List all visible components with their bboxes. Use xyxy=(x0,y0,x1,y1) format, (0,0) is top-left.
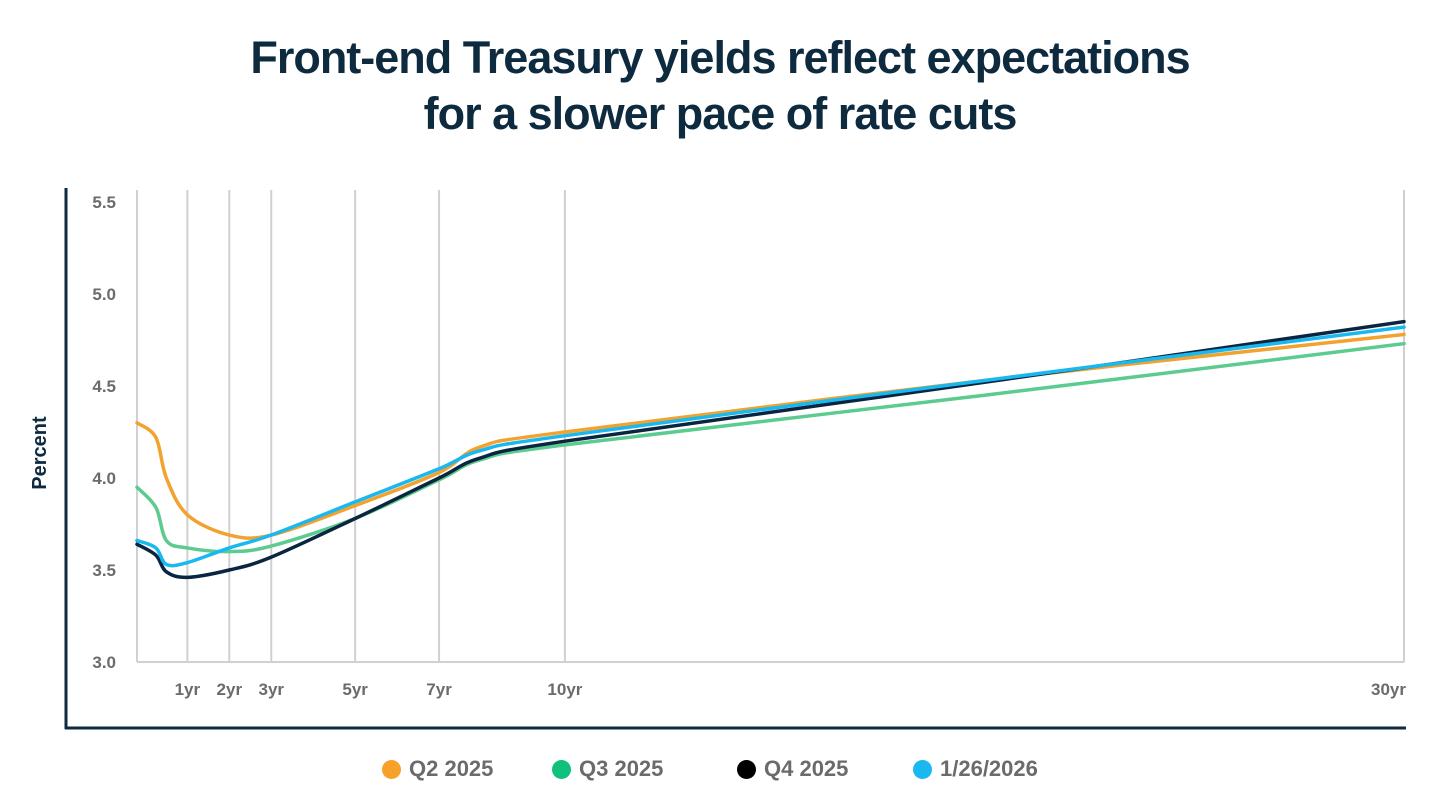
x-tick-label: 5yr xyxy=(342,680,368,699)
legend-label: Q3 2025 xyxy=(579,756,664,781)
series-line-q2-2025 xyxy=(135,332,1406,540)
chart-title-line-2: for a slower pace of rate cuts xyxy=(423,88,1018,139)
x-tick-label: 7yr xyxy=(426,680,452,699)
legend-swatch xyxy=(552,759,571,779)
y-tick-label: 5.5 xyxy=(92,193,116,212)
series-line-q4-2025 xyxy=(135,319,1406,580)
x-tick-label: 2yr xyxy=(217,680,243,699)
y-tick-label: 3.5 xyxy=(92,561,116,580)
x-tick-label: 1yr xyxy=(175,680,201,699)
x-tick-label: 30yr xyxy=(1371,680,1406,699)
legend: Q2 2025 Q3 2025 Q4 2025 1/26/2026 xyxy=(0,756,1440,786)
chart-title-line-1: Front-end Treasury yields reflect expect… xyxy=(250,32,1190,83)
y-tick-label: 5.0 xyxy=(92,285,116,304)
legend-label: Q4 2025 xyxy=(764,756,849,781)
series-line-q3-2025 xyxy=(135,341,1406,554)
legend-swatch xyxy=(737,759,756,779)
y-tick-label: 3.0 xyxy=(92,653,116,672)
legend-swatch xyxy=(382,759,401,779)
legend-item: Q4 2025 xyxy=(737,756,848,782)
x-tick-label: 3yr xyxy=(258,680,284,699)
x-tick-label: 10yr xyxy=(547,680,582,699)
y-axis-label: Percent xyxy=(29,416,51,490)
legend-item: Q3 2025 xyxy=(552,756,663,782)
legend-label: 1/26/2026 xyxy=(940,756,1038,781)
legend-item: 1/26/2026 xyxy=(913,756,1038,782)
y-tick-label: 4.0 xyxy=(92,469,116,488)
legend-item: Q2 2025 xyxy=(382,756,493,782)
y-tick-label: 4.5 xyxy=(92,377,116,396)
legend-swatch xyxy=(913,759,932,779)
chart-title: Front-end Treasury yields reflect expect… xyxy=(0,30,1440,142)
legend-label: Q2 2025 xyxy=(409,756,494,781)
series-line-1-26-2026 xyxy=(135,325,1406,568)
